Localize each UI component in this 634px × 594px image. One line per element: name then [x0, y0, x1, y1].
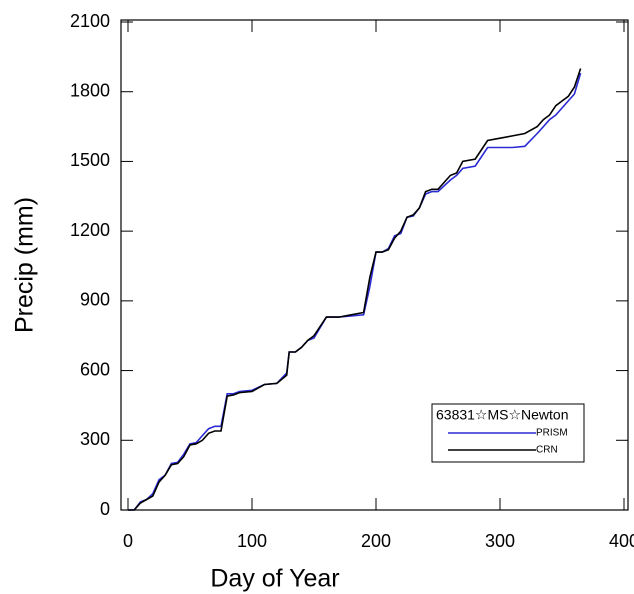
y-tick-label: 1500	[70, 150, 110, 170]
x-tick-label: 100	[237, 531, 267, 551]
y-tick-label: 600	[80, 359, 110, 379]
series-line	[128, 68, 582, 511]
legend-label: PRISM	[536, 428, 568, 439]
y-tick-label: 300	[80, 429, 110, 449]
legend-title: 63831☆MS☆Newton	[436, 407, 569, 423]
x-axis-title: Day of Year	[210, 565, 339, 593]
plot-frame	[120, 19, 629, 511]
y-tick-label: 2100	[70, 11, 110, 31]
x-tick-label: 200	[361, 531, 391, 551]
x-tick-label: 400	[609, 531, 634, 551]
y-axis-title: Precip (mm)	[11, 197, 39, 333]
y-tick-label: 1800	[70, 80, 110, 100]
y-tick-label: 900	[80, 290, 110, 310]
x-tick-label: 300	[485, 531, 515, 551]
x-tick-label: 0	[123, 531, 133, 551]
y-tick-label: 0	[100, 499, 110, 519]
y-tick-label: 1200	[70, 220, 110, 240]
legend-label: CRN	[536, 445, 558, 456]
